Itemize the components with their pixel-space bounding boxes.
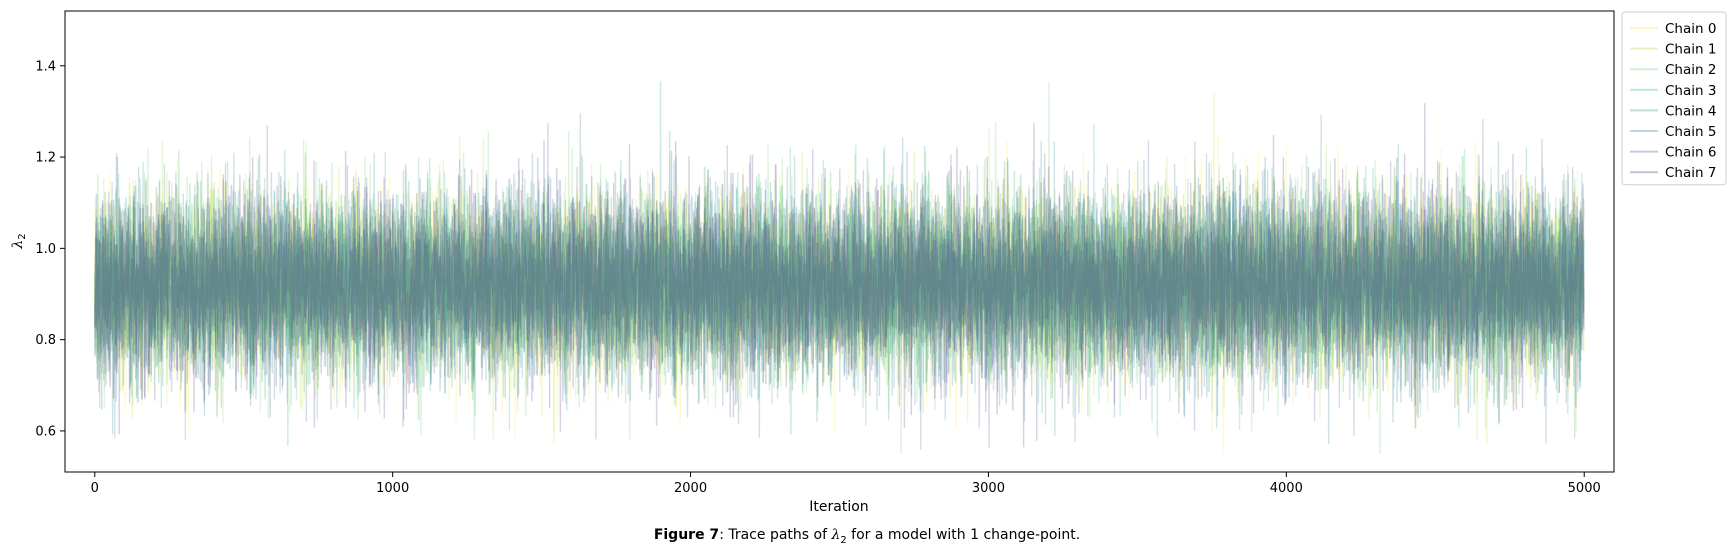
series-line-chain-7: [94, 103, 1585, 448]
series-layer: [94, 80, 1585, 455]
y-tick-label: 0.6: [35, 424, 56, 439]
y-tick-label: 1.4: [35, 59, 56, 74]
legend-label-chain-2: Chain 2: [1665, 62, 1716, 78]
series-line-chain-1: [94, 93, 1585, 443]
caption-subscript: 2: [840, 534, 847, 546]
y-axis-ticks: 0.6 0.8 1.0 1.2 1.4: [35, 59, 65, 439]
legend-label-chain-0: Chain 0: [1665, 21, 1716, 37]
x-tick-label: 4000: [1270, 481, 1303, 496]
series-line-chain-0: [94, 135, 1585, 455]
legend-label-chain-3: Chain 3: [1665, 83, 1716, 99]
legend: Chain 0 Chain 1 Chain 2 Chain 3 Chain 4 Chain…: [1621, 11, 1727, 186]
y-axis-label-subscript: 2: [17, 233, 28, 239]
x-tick-label: 1000: [376, 481, 409, 496]
legend-label-chain-5: Chain 5: [1665, 124, 1716, 140]
legend-label-chain-4: Chain 4: [1665, 103, 1716, 119]
x-tick-label: 3000: [972, 481, 1005, 496]
legend-label-chain-6: Chain 6: [1665, 145, 1716, 161]
trace-plot: 0 1000 2000 3000 4000 5000 0.6 0.8 1.0 1.2 1.4 It…: [10, 10, 1727, 515]
y-axis-label: λ2: [10, 233, 28, 249]
y-tick-label: 1.0: [35, 242, 56, 257]
series-line-chain-2: [94, 82, 1585, 455]
legend-frame: [1621, 11, 1727, 186]
series-line-chain-3: [94, 124, 1585, 439]
caption-text-after: for a model with 1 change-point.: [846, 527, 1081, 543]
series-line-chain-4: [94, 80, 1585, 446]
trace-plot-svg: 0 1000 2000 3000 4000 5000 0.6 0.8 1.0 1.2 1.4 It…: [10, 10, 1727, 515]
y-axis-label-symbol: λ: [10, 240, 26, 250]
x-tick-label: 5000: [1568, 481, 1601, 496]
x-tick-label: 0: [91, 481, 99, 496]
x-axis-label: Iteration: [809, 499, 868, 515]
series-line-chain-6: [94, 119, 1585, 448]
legend-label-chain-1: Chain 1: [1665, 42, 1716, 58]
caption-text-before: : Trace paths of: [719, 527, 832, 543]
x-axis-ticks: 0 1000 2000 3000 4000 5000: [91, 472, 1601, 496]
figure-caption: Figure 7: Trace paths of λ2 for a model …: [0, 527, 1734, 546]
x-tick-label: 2000: [674, 481, 707, 496]
caption-figure-label: Figure 7: [653, 527, 720, 543]
series-line-chain-5: [94, 113, 1585, 450]
caption-symbol: λ: [831, 527, 841, 543]
y-tick-label: 0.8: [35, 333, 56, 348]
plot-area-frame: [64, 10, 1615, 473]
y-tick-label: 1.2: [35, 151, 56, 166]
legend-label-chain-7: Chain 7: [1665, 165, 1716, 181]
